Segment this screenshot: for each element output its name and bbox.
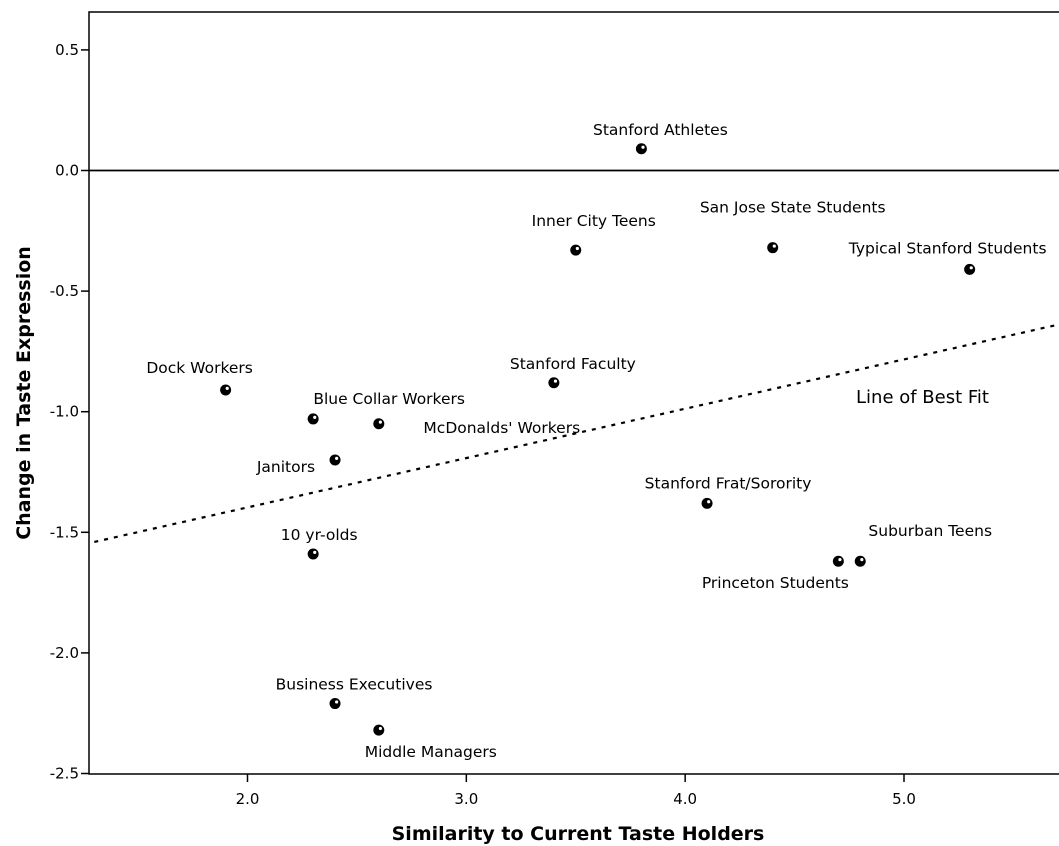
best-fit-line bbox=[94, 323, 1058, 544]
point-marker bbox=[373, 418, 385, 430]
point-highlight bbox=[575, 246, 579, 251]
point-highlight bbox=[707, 500, 711, 504]
point-highlight bbox=[313, 550, 317, 555]
point-marker bbox=[964, 263, 976, 275]
point-marker bbox=[701, 497, 713, 509]
x-tick-label: 3.0 bbox=[454, 790, 478, 808]
data-points: Stanford Athletes Inner City Teens San Jos… bbox=[146, 121, 1046, 761]
point-label: McDonalds' Workers bbox=[423, 419, 580, 437]
best-fit-label: Line of Best Fit bbox=[856, 387, 989, 408]
point-label: Janitors bbox=[256, 458, 315, 476]
data-point: 10 yr-olds bbox=[281, 526, 358, 560]
point-label: Typical Stanford Students bbox=[848, 239, 1047, 257]
point-marker bbox=[832, 555, 844, 567]
y-tick-label: -1.0 bbox=[50, 403, 79, 421]
y-axis-ticks: 0.5 0.0 -0.5 -1.0 -1.5 -2.0 -2.5 bbox=[50, 41, 89, 783]
y-tick-label: -2.5 bbox=[50, 765, 79, 783]
point-label: Middle Managers bbox=[365, 743, 497, 761]
point-label: Inner City Teens bbox=[532, 212, 656, 230]
data-point: Dock Workers bbox=[146, 359, 253, 396]
point-highlight bbox=[838, 558, 842, 562]
y-tick-label: -2.0 bbox=[50, 644, 79, 662]
point-marker bbox=[548, 377, 560, 389]
point-highlight bbox=[378, 726, 382, 731]
point-highlight bbox=[335, 456, 339, 460]
data-point: Stanford Faculty bbox=[510, 355, 636, 389]
data-point: Inner City Teens bbox=[532, 212, 656, 256]
data-point: Stanford Frat/Sorority bbox=[645, 474, 812, 509]
point-highlight bbox=[313, 415, 317, 419]
point-label: Princeton Students bbox=[702, 574, 849, 592]
point-marker bbox=[767, 242, 779, 254]
point-label: Stanford Faculty bbox=[510, 355, 636, 373]
point-marker bbox=[307, 548, 319, 560]
point-marker bbox=[307, 413, 319, 425]
x-tick-label: 4.0 bbox=[673, 790, 697, 808]
point-marker bbox=[329, 454, 341, 466]
point-label: Business Executives bbox=[276, 676, 433, 694]
point-marker bbox=[854, 555, 866, 567]
y-tick-label: -1.5 bbox=[50, 523, 79, 541]
data-point: San Jose State Students bbox=[700, 199, 886, 254]
x-tick-label: 5.0 bbox=[892, 790, 916, 808]
point-label: Stanford Athletes bbox=[593, 121, 728, 139]
x-axis-title: Similarity to Current Taste Holders bbox=[392, 823, 765, 845]
y-tick-label: 0.0 bbox=[55, 162, 79, 180]
point-label: San Jose State Students bbox=[700, 199, 886, 217]
point-label: Dock Workers bbox=[146, 359, 253, 377]
data-point: Suburban Teens bbox=[854, 522, 992, 567]
point-highlight bbox=[225, 386, 229, 390]
data-point: Blue Collar Workers bbox=[307, 390, 465, 425]
point-marker bbox=[635, 143, 647, 155]
point-label: Suburban Teens bbox=[868, 522, 992, 540]
y-axis-title: Change in Taste Expression bbox=[13, 246, 35, 540]
point-label: 10 yr-olds bbox=[281, 526, 358, 544]
point-highlight bbox=[860, 558, 864, 562]
point-label: Stanford Frat/Sorority bbox=[645, 474, 812, 492]
point-marker bbox=[570, 244, 582, 256]
point-label: Blue Collar Workers bbox=[313, 390, 465, 408]
y-tick-label: 0.5 bbox=[55, 41, 79, 59]
point-highlight bbox=[378, 420, 382, 424]
point-highlight bbox=[553, 379, 558, 383]
data-point: Typical Stanford Students bbox=[848, 239, 1047, 275]
data-point: Stanford Athletes bbox=[593, 121, 728, 155]
point-marker bbox=[220, 384, 232, 396]
point-highlight bbox=[641, 145, 645, 149]
point-marker bbox=[329, 698, 341, 710]
data-point: Janitors bbox=[256, 454, 341, 476]
point-marker bbox=[373, 724, 385, 736]
data-point: Middle Managers bbox=[365, 724, 497, 761]
y-tick-label: -0.5 bbox=[50, 282, 79, 300]
data-point: McDonalds' Workers bbox=[373, 418, 580, 437]
x-tick-label: 2.0 bbox=[236, 790, 260, 808]
x-axis-ticks: 2.0 3.0 4.0 5.0 bbox=[236, 774, 916, 808]
point-highlight bbox=[969, 266, 973, 270]
data-point: Business Executives bbox=[276, 676, 433, 710]
point-highlight bbox=[335, 700, 339, 704]
plot-frame bbox=[88, 11, 1059, 775]
point-highlight bbox=[772, 244, 776, 248]
data-point: Princeton Students bbox=[702, 555, 849, 592]
